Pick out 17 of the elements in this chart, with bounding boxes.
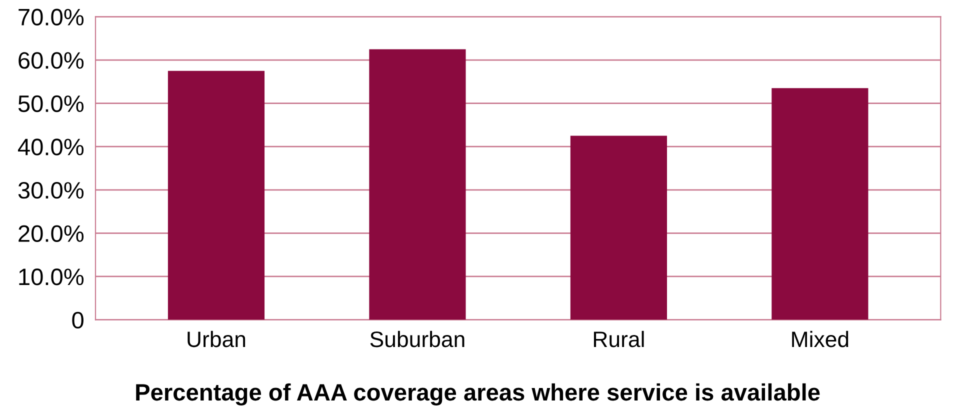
x-tick-label: Suburban [370,330,464,348]
x-tick-label: Mixed [792,330,848,348]
x-tick-label: Rural [594,330,644,348]
y-tick-label: 50.0% [18,95,84,112]
y-tick-label: 0 [72,312,84,329]
bar [369,49,466,320]
text: Percentage of AAA coverage areas where service is available [136,383,820,406]
bar [168,70,265,320]
bar [570,136,667,320]
y-tick-label: 70.0% [18,8,84,26]
y-tick-label: 60.0% [18,52,84,69]
y-tick-label: 10.0% [19,268,84,286]
y-tick-label: 20.0% [18,225,84,242]
bar [772,88,868,320]
x-tick-label: Urban [188,330,246,348]
y-tick-label: 40.0% [18,138,84,156]
y-tick-label: 30.0% [18,182,84,199]
